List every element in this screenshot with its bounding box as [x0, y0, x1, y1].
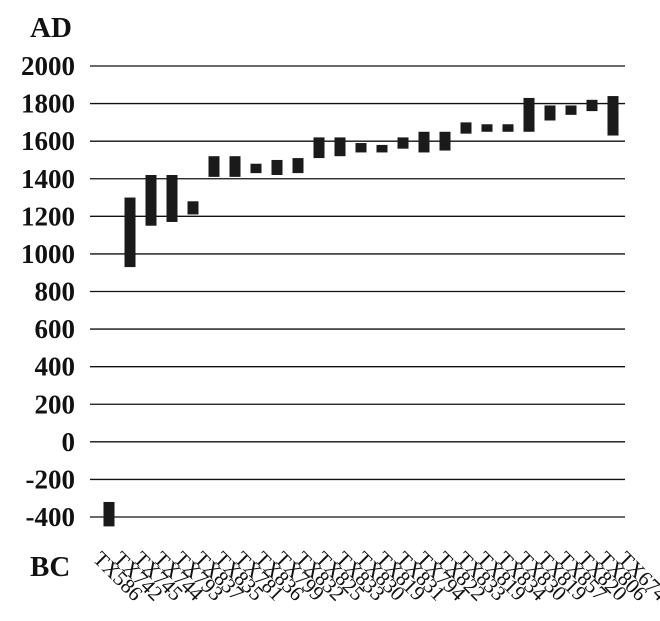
bar — [187, 201, 199, 215]
bar — [565, 105, 577, 115]
bar — [103, 501, 115, 527]
y-axis-ticks: 2000180016001400120010008006004002000-20… — [21, 51, 75, 532]
bar — [145, 174, 157, 226]
bar — [418, 131, 430, 153]
bars — [103, 96, 619, 527]
y-tick-label: 400 — [35, 352, 76, 382]
y-tick-label: 1000 — [21, 239, 75, 269]
y-tick-label: 800 — [35, 277, 76, 307]
bar — [376, 144, 388, 153]
y-tick-label: 1400 — [21, 164, 75, 194]
top-axis-label: AD — [30, 12, 72, 44]
y-tick-label: 1200 — [21, 201, 75, 231]
y-tick-label: 200 — [35, 389, 76, 419]
y-tick-label: 0 — [62, 427, 76, 457]
bar — [229, 156, 241, 177]
y-tick-label: -200 — [26, 464, 76, 494]
bar — [250, 163, 262, 174]
x-axis-ticks: TX586TX742TX745TX744TX793TX837TX835TX781… — [88, 547, 660, 606]
bar — [397, 137, 409, 149]
bottom-axis-label: BC — [30, 551, 70, 583]
bar — [292, 158, 304, 174]
bar — [607, 96, 619, 136]
y-tick-label: 1600 — [21, 126, 75, 156]
gridlines — [90, 65, 625, 518]
y-tick-label: 600 — [35, 314, 76, 344]
bar — [355, 143, 367, 153]
bar — [334, 137, 346, 157]
bar — [544, 105, 556, 121]
bar — [208, 156, 220, 177]
bar — [271, 159, 283, 175]
y-tick-label: 2000 — [21, 51, 75, 81]
bar — [481, 124, 493, 132]
bar — [502, 124, 514, 132]
y-tick-label: 1800 — [21, 89, 75, 119]
bar — [166, 174, 178, 222]
y-tick-label: -400 — [26, 502, 76, 532]
bar — [586, 99, 598, 112]
bar — [460, 122, 472, 134]
bar — [523, 97, 535, 132]
bar — [124, 197, 136, 268]
bar — [439, 131, 451, 151]
bar — [313, 137, 325, 159]
